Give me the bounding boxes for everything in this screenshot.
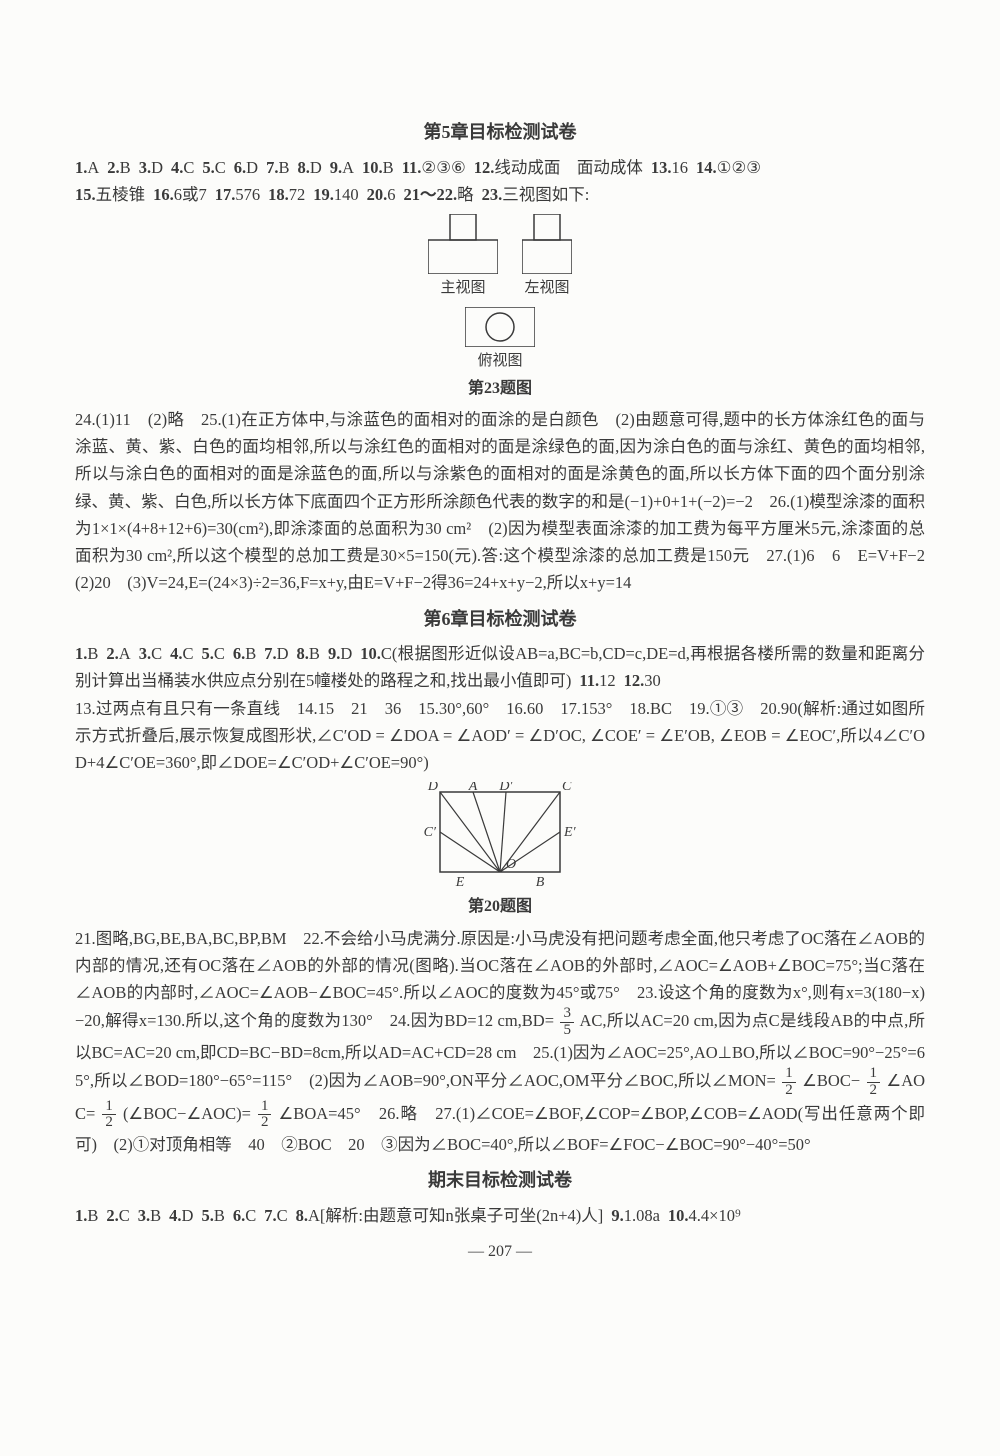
answer-item: 11.②③⑥ [402,158,466,177]
fraction-1-2-a: 12 [782,1066,796,1099]
fraction-1-2-b: 12 [867,1066,881,1099]
figure-20: D A D′ C C′ E′ E B O 第20题图 [75,782,925,920]
answer-item: 2.B [107,158,130,177]
answer-item: 7.B [266,158,289,177]
answer-item: 21～22.略 [404,185,474,204]
svg-text:E: E [455,875,465,890]
front-view: 主视图 [428,214,498,301]
page-number: — 207 — [75,1239,925,1265]
answer-item: 5.C [201,644,224,663]
answer-item: 4.D [169,1206,193,1225]
svg-text:D′: D′ [498,782,513,794]
answer-item: 11.12 [579,671,615,690]
answer-item: 5.C [202,158,225,177]
answer-item: 13.16 [651,158,688,177]
answer-item: 3.D [139,158,163,177]
answer-item: 5.B [201,1206,224,1225]
answer-item: 1.A [75,158,99,177]
svg-text:O: O [506,857,516,872]
figure-23-caption: 第23题图 [75,376,925,402]
svg-text:D: D [427,782,438,794]
answer-item: 10.B [362,158,394,177]
answer-item: 1.B [75,644,98,663]
page: 第5章目标检测试卷 1.A 2.B 3.D 4.C 5.C 6.D 7.B 8.D 9.A 10.… [0,0,1000,1456]
left-view-svg [522,214,572,274]
answer-item: 8.D [297,158,321,177]
ch6-long2e: (∠BOC−∠AOC)= [123,1104,251,1123]
answer-item: 3.C [139,644,162,663]
ch6-long2c: ∠BOC− [802,1071,860,1090]
figure-20-svg: D A D′ C C′ E′ E B O [400,782,600,892]
chapter5-title: 第5章目标检测试卷 [75,118,925,148]
svg-text:C′: C′ [424,825,437,840]
top-view-svg [465,307,535,347]
answer-item: 6.B [233,644,256,663]
chapter5-long-text: 24.(1)11 (2)略 25.(1)在正方体中,与涂蓝色的面相对的面涂的是白… [75,406,925,597]
left-view-label: 左视图 [522,276,572,301]
answer-item: 1.B [75,1206,98,1225]
answer-item: 7.C [264,1206,287,1225]
front-view-svg [428,214,498,274]
answer-item: 18.72 [268,185,305,204]
answer-item: 23.三视图如下: [482,185,590,204]
answer-item: 9.1.08a [611,1206,660,1225]
chapter5-answers-line1: 1.A 2.B 3.D 4.C 5.C 6.D 7.B 8.D 9.A 10.B 11.②③⑥ 12.… [75,154,925,181]
svg-text:C: C [562,782,572,794]
answer-item: 7.D [264,644,288,663]
answer-item: 20.6 [367,185,396,204]
chapter6-long1: 13.过两点有且只有一条直线 14.15 21 36 15.30°,60° 16… [75,695,925,777]
answer-item: 17.576 [215,185,260,204]
answer-item: 9.A [330,158,354,177]
answer-item: 2.A [106,644,130,663]
answer-item: 6.D [234,158,258,177]
svg-text:E′: E′ [563,825,577,840]
answer-item: 4.C [170,644,193,663]
left-view: 左视图 [522,214,572,301]
answer-item: 3.B [138,1206,161,1225]
svg-text:A: A [468,782,478,794]
answer-item: 9.D [328,644,352,663]
top-view-label: 俯视图 [75,349,925,374]
fraction-3-5: 35 [560,1006,574,1039]
answer-item: 12.线动成面 面动成体 [474,158,643,177]
final-title: 期末目标检测试卷 [75,1166,925,1196]
svg-text:B: B [536,875,545,890]
answer-item: 14.①②③ [696,158,761,177]
figure-20-caption: 第20题图 [75,894,925,920]
answer-item: 15.五棱锥 [75,185,145,204]
answer-item: 4.C [171,158,194,177]
chapter6-answers-line1: 1.B2.A3.C4.C5.C6.B7.D8.B9.D10.C(根据图形近似设A… [75,640,925,694]
answer-item: 19.140 [313,185,358,204]
answer-item: 16.6或7 [153,185,207,204]
top-view: 俯视图 [75,307,925,374]
chapter5-answers-line2: 15.五棱锥 16.6或7 17.576 18.72 19.140 20.6 21～22.略… [75,181,925,208]
chapter6-long2: 21.图略,BG,BE,BA,BC,BP,BM 22.不会给小马虎满分.原因是:… [75,925,925,1159]
fraction-1-2-c: 12 [102,1099,116,1132]
answer-item: 8.B [297,644,320,663]
final-answers: 1.B 2.C 3.B 4.D 5.B 6.C 7.C 8.A[解析:由题意可知n张桌子可坐(… [75,1202,925,1229]
fraction-1-2-d: 12 [258,1099,272,1132]
answer-item: 2.C [106,1206,129,1225]
answer-item: 10.4.4×10⁹ [668,1206,741,1225]
chapter6-title: 第6章目标检测试卷 [75,605,925,635]
answer-item: 8.A[解析:由题意可知n张桌子可坐(2n+4)人] [296,1206,604,1225]
figure-23: 主视图 左视图 俯视图 第23题图 [75,214,925,402]
answer-item: 6.C [233,1206,256,1225]
answer-item: 12.30 [624,671,661,690]
front-view-label: 主视图 [428,276,498,301]
